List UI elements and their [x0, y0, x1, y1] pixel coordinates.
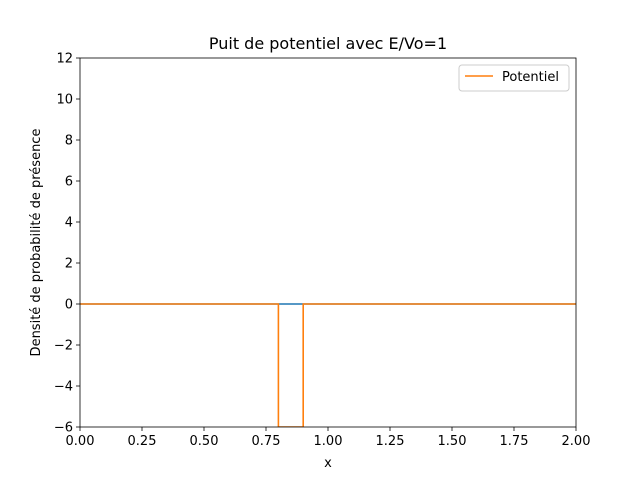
x-tick-label: 0.75 — [252, 434, 281, 449]
y-tick-label: 4 — [65, 216, 73, 231]
x-axis: 0.00 0.25 0.50 0.75 1.00 1.25 1.50 1.75 2.00 — [66, 427, 591, 449]
y-tick-label: 2 — [65, 257, 73, 272]
chart-title: Puit de potentiel avec E/Vo=1 — [209, 34, 447, 53]
y-tick-label: −4 — [54, 380, 73, 395]
y-axis: −6 −4 −2 0 2 4 6 8 10 12 — [54, 52, 80, 436]
legend-box — [458, 64, 570, 92]
series-line-potentiel — [80, 303, 576, 427]
x-tick-label: 1.50 — [438, 434, 467, 449]
y-axis-label: Densité de probabilité de présence — [29, 129, 44, 357]
legend-entry-potentiel: Potentiel — [502, 70, 559, 85]
y-tick-label: 12 — [56, 52, 73, 67]
x-tick-label: 1.75 — [500, 434, 529, 449]
y-tick-label: 0 — [65, 298, 73, 313]
y-tick-label: −6 — [54, 421, 73, 436]
x-tick-label: 2.00 — [562, 434, 591, 449]
x-tick-label: 1.25 — [376, 434, 405, 449]
x-axis-label: x — [324, 456, 332, 471]
y-tick-label: 8 — [65, 134, 73, 149]
plot-area — [80, 58, 576, 427]
y-tick-label: 6 — [65, 175, 73, 190]
x-tick-label: 0.25 — [128, 434, 157, 449]
x-tick-label: 0.50 — [190, 434, 219, 449]
legend: Potentiel — [458, 64, 570, 92]
x-tick-label: 0.00 — [66, 434, 95, 449]
y-tick-label: −2 — [54, 339, 73, 354]
x-tick-label: 1.00 — [314, 434, 343, 449]
series-layer — [80, 303, 576, 427]
y-tick-label: 10 — [56, 93, 73, 108]
